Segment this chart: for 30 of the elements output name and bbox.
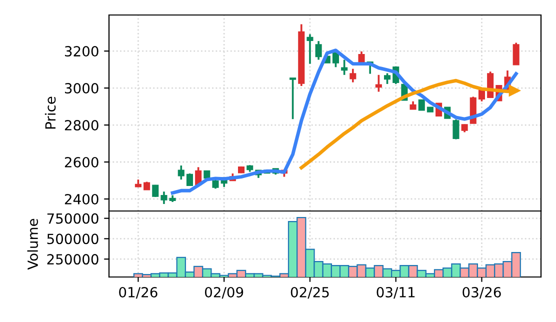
x-tick-label: 02/25 (290, 286, 329, 299)
candlestick (350, 68, 356, 84)
y-axis-title: Price (44, 96, 56, 129)
y-tick-label: 250000 (47, 254, 98, 265)
x-tick-label: 02/09 (204, 286, 244, 299)
x-tick-label: 01/26 (119, 286, 158, 299)
candlestick (375, 74, 382, 93)
candlestick (178, 164, 184, 180)
candlestick (152, 184, 159, 198)
x-tick-label: 03/26 (462, 286, 501, 299)
candlestick (332, 52, 340, 68)
y-tick-label: 2800 (64, 120, 98, 130)
y-axis-title: Volume (27, 218, 38, 270)
candlestick (418, 99, 425, 111)
y-tick-label: 500000 (47, 234, 98, 244)
candlestick (315, 40, 322, 61)
candlestick (306, 33, 314, 65)
y-tick-label: 2400 (64, 194, 98, 204)
y-tick-label: 3200 (64, 46, 98, 57)
candlestick (160, 190, 168, 205)
y-tick-label: 2600 (64, 156, 98, 168)
candlestick (186, 172, 194, 187)
y-tick-label: 3000 (64, 83, 98, 94)
candlestick (341, 58, 348, 76)
candlestick (290, 77, 296, 120)
y-tick-label: 750000 (47, 213, 98, 224)
candlestick (452, 118, 460, 140)
x-tick-label: 03/11 (376, 286, 415, 299)
candlestick (384, 72, 391, 85)
candlestick (512, 42, 520, 66)
